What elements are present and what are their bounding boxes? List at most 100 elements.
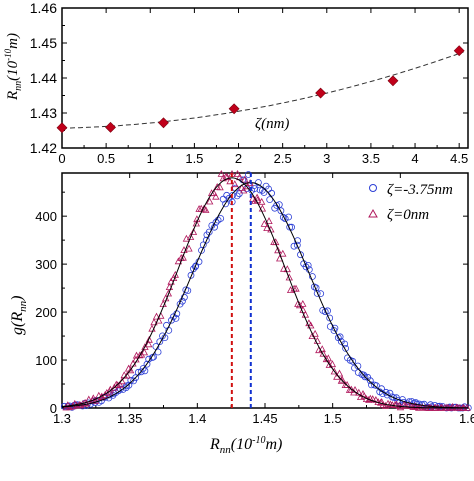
bottom-x-tick-label: 1.55 (388, 411, 413, 426)
data-point-triangle (145, 335, 153, 343)
data-point-triangle (231, 180, 239, 188)
top-y-tick-label: 1.45 (30, 35, 57, 51)
data-point-triangle (328, 360, 337, 368)
data-point-circle (273, 201, 281, 209)
data-point-triangle (137, 350, 146, 358)
data-point-triangle (295, 301, 304, 309)
data-point-circle (281, 215, 289, 223)
bottom-xlabel-sub: nn (220, 444, 232, 456)
data-point-circle (222, 200, 230, 208)
data-point-triangle (311, 329, 319, 337)
data-point-triangle (355, 388, 363, 396)
top-fit-curve (61, 51, 464, 129)
bottom-xlabel-rest: (10 (231, 436, 252, 453)
top-x-tick-label: 3.5 (362, 151, 380, 166)
bottom-y-tick-label: 200 (35, 305, 57, 320)
data-point-triangle (319, 349, 327, 357)
data-point-circle (308, 273, 316, 280)
bottom-xlabel-unit: m) (265, 436, 282, 453)
data-point-triangle (223, 173, 231, 181)
top-data-point-diamond (105, 121, 116, 133)
data-point-circle (180, 293, 188, 301)
data-point-triangle (335, 369, 344, 377)
data-point-triangle (186, 233, 195, 240)
bottom-y-tick-label: 400 (35, 209, 57, 224)
bottom-ylabel-main: g(R (9, 312, 26, 335)
data-point-circle (313, 289, 321, 297)
top-ylabel-rest: (10 (5, 60, 21, 80)
data-point-circle (342, 344, 350, 352)
data-point-triangle (206, 197, 214, 205)
top-data-point-diamond (453, 45, 465, 57)
data-point-triangle (449, 402, 457, 410)
data-point-circle (290, 242, 298, 250)
data-point-triangle (322, 355, 331, 363)
data-point-triangle (185, 244, 193, 252)
data-point-circle (277, 207, 285, 215)
data-point-circle (125, 381, 133, 389)
data-point-circle (217, 215, 225, 222)
data-point-triangle (145, 340, 153, 348)
data-point-triangle (114, 381, 122, 389)
data-point-triangle (263, 224, 271, 231)
data-point-triangle (360, 392, 368, 399)
top-x-tick-label: 1.5 (185, 151, 203, 166)
data-point-triangle (179, 253, 187, 261)
data-point-triangle (202, 206, 210, 213)
data-point-triangle (140, 348, 149, 356)
bottom-axis-ticks: 1.3 1.35 1.4 1.45 1.5 1.55 1.6 0 100 200 300 400 (35, 173, 474, 426)
bottom-x-tick-label: 1.3 (53, 411, 71, 426)
top-data-point-diamond (56, 122, 68, 134)
top-y-tick-label: 1.43 (30, 105, 57, 121)
svg-text:g(Rnn): g(Rnn) (9, 296, 29, 335)
data-point-triangle (217, 169, 225, 177)
top-x-tick-label: 0 (58, 151, 65, 166)
data-point-triangle (216, 183, 224, 191)
data-point-circle (279, 213, 287, 221)
top-ylabel-sub: nn (13, 81, 24, 91)
data-point-circle (268, 189, 276, 197)
data-point-circle (266, 196, 274, 204)
data-point-circle (132, 374, 140, 382)
data-point-circle (229, 191, 237, 199)
data-point-circle (285, 213, 293, 221)
data-point-triangle (381, 401, 390, 409)
data-point-circle (233, 192, 241, 200)
data-point-triangle (330, 367, 338, 375)
data-point-circle (192, 262, 200, 270)
data-point-circle (143, 360, 151, 368)
data-point-triangle (292, 284, 300, 292)
top-x-tick-label: 3 (323, 151, 330, 166)
data-point-triangle (369, 395, 377, 402)
data-point-circle (360, 371, 368, 379)
data-point-circle (168, 316, 175, 324)
data-point-triangle (233, 169, 242, 177)
data-point-triangle (189, 228, 198, 235)
data-point-triangle (150, 318, 158, 326)
bottom-x-tick-label: 1.4 (188, 411, 206, 426)
data-point-triangle (192, 219, 200, 227)
data-point-triangle (258, 204, 267, 212)
data-point-triangle (116, 380, 124, 388)
bottom-x-tick-label: 1.45 (252, 411, 277, 426)
fit-curve-zeta-0 (61, 177, 468, 409)
top-x-tick-label: 2 (235, 151, 242, 166)
data-point-circle (173, 310, 181, 318)
data-point-triangle (299, 299, 307, 307)
top-x-tick-label: 4 (411, 151, 418, 166)
data-point-circle (137, 368, 145, 376)
data-point-triangle (347, 385, 355, 393)
data-point-triangle (253, 193, 261, 201)
data-point-triangle (279, 249, 287, 257)
svg-text:Rnn(10-10m): Rnn(10-10m) (3, 33, 24, 101)
svg-text:Rnn(10-10m): Rnn(10-10m) (209, 435, 282, 456)
data-point-triangle (95, 391, 103, 399)
data-point-triangle (174, 257, 183, 265)
legend-circle-marker (369, 184, 377, 192)
top-x-tick-label: 1 (147, 151, 154, 166)
data-point-circle (354, 369, 362, 376)
legend: ζ=-3.75nm ζ=0nm (368, 182, 453, 223)
data-point-circle (324, 307, 332, 315)
top-ylabel-unit: m) (5, 33, 21, 49)
legend-label-zeta-minus-3-75: ζ=-3.75nm (387, 182, 453, 198)
